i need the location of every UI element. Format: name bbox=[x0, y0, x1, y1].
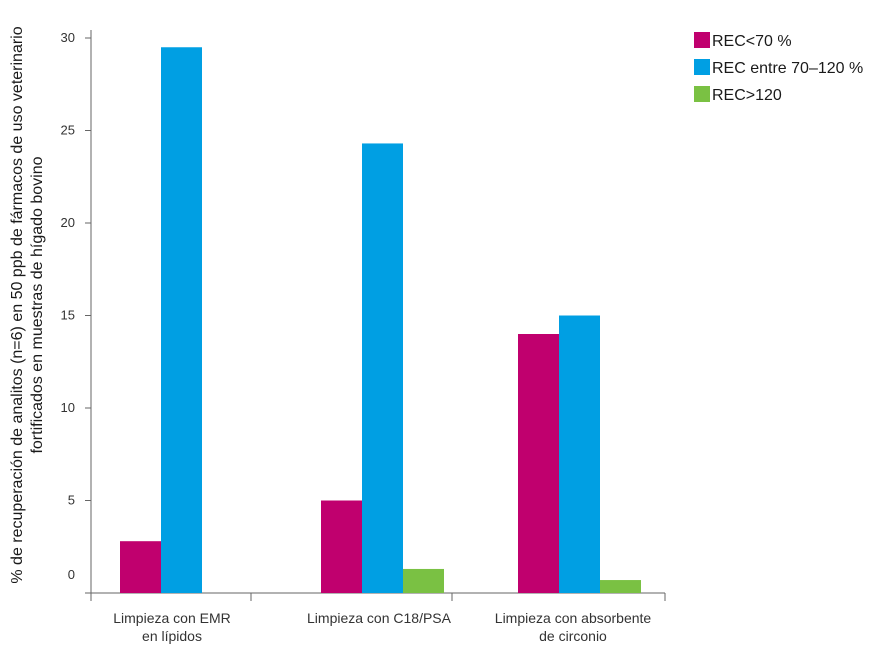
bar bbox=[559, 315, 600, 593]
bar bbox=[161, 47, 202, 593]
y-tick-label: 30 bbox=[61, 30, 75, 45]
y-axis-label: % de recuperación de analitos (n=6) en 5… bbox=[9, 26, 46, 583]
x-category-label: Limpieza con EMR bbox=[113, 610, 231, 626]
bar bbox=[600, 580, 641, 593]
x-category-label: de circonio bbox=[539, 628, 607, 644]
legend-label: REC entre 70–120 % bbox=[712, 60, 863, 77]
x-category-label: Limpieza con C18/PSA bbox=[307, 610, 452, 626]
y-tick-label: 25 bbox=[61, 123, 75, 138]
y-tick-label: 10 bbox=[61, 400, 75, 415]
legend-swatch bbox=[694, 32, 710, 48]
x-category-label: Limpieza con absorbente bbox=[495, 610, 652, 626]
legend-label: REC>120 bbox=[712, 87, 782, 104]
bar bbox=[518, 334, 559, 593]
bars bbox=[120, 47, 641, 593]
legend-swatch bbox=[694, 86, 710, 102]
y-tick-labels: 0 5 10 15 20 25 30 bbox=[61, 30, 75, 582]
legend-swatch bbox=[694, 59, 710, 75]
y-axis-label-line: % de recuperación de analitos (n=6) en 5… bbox=[9, 26, 26, 583]
y-tick-label: 15 bbox=[61, 308, 75, 323]
x-category-label: en lípidos bbox=[142, 628, 202, 644]
y-axis-label-line: fortificados en muestras de hígado bovin… bbox=[29, 156, 46, 453]
bar bbox=[362, 143, 403, 593]
legend-label: REC<70 % bbox=[712, 33, 792, 50]
legend: REC<70 % REC entre 70–120 % REC>120 bbox=[694, 32, 863, 104]
bar bbox=[403, 568, 444, 593]
y-tick-label: 0 bbox=[68, 567, 75, 582]
x-tick-labels: Limpieza con EMR en lípidos Limpieza con C… bbox=[113, 610, 651, 644]
y-tick-label: 5 bbox=[68, 493, 75, 508]
bar bbox=[321, 500, 362, 593]
y-tick-label: 20 bbox=[61, 215, 75, 230]
bar bbox=[120, 541, 161, 593]
